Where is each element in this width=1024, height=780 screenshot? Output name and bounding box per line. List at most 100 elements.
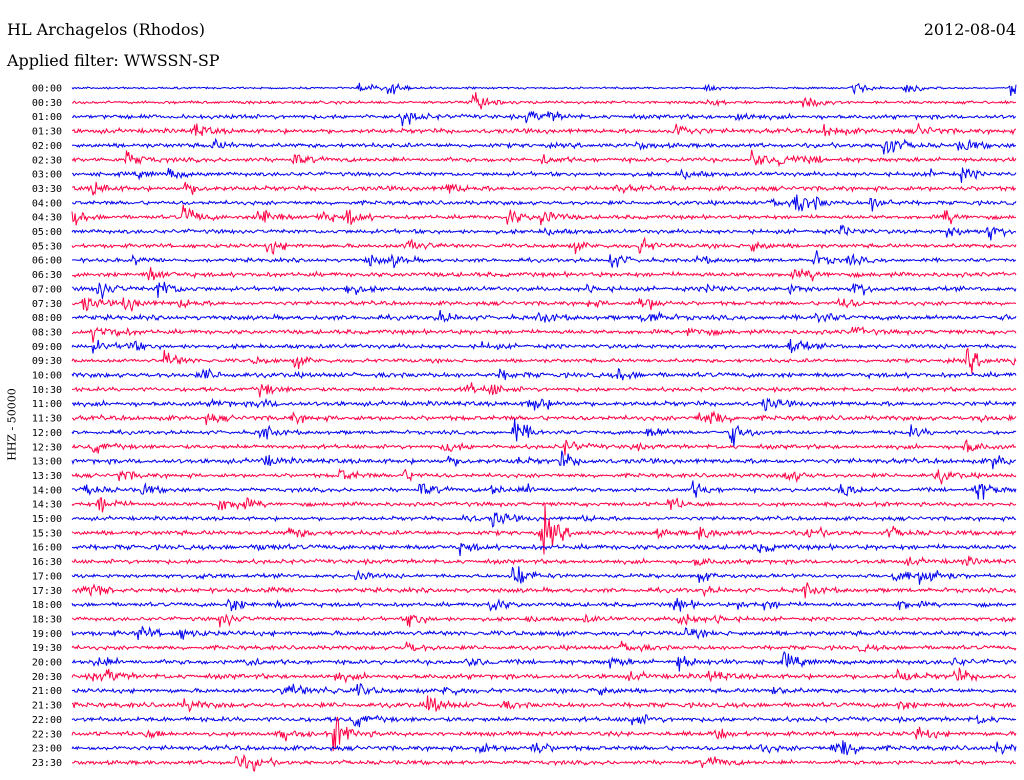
seismic-trace (71, 382, 1017, 398)
row-time-label: 23:30 (32, 758, 62, 769)
row-time-label: 19:30 (32, 643, 62, 654)
seismic-trace (71, 496, 1017, 513)
seismic-trace (71, 123, 1017, 137)
seismic-trace (71, 111, 1017, 127)
seismic-trace (71, 555, 1017, 566)
seismic-trace (71, 346, 1017, 374)
seismic-trace (71, 367, 1017, 381)
row-time-label: 07:00 (32, 284, 62, 295)
row-time-label: 03:00 (32, 170, 62, 181)
seismic-trace (71, 505, 1017, 555)
seismic-trace (71, 613, 1017, 628)
row-time-label: 04:00 (32, 198, 62, 209)
seismic-trace (71, 598, 1017, 612)
row-time-label: 15:30 (32, 528, 62, 539)
seismic-trace (71, 281, 1017, 299)
seismic-trace (71, 467, 1017, 485)
seismic-trace (71, 149, 1017, 168)
row-time-label: 05:30 (32, 241, 62, 252)
seismic-trace (71, 640, 1017, 653)
row-time-label: 01:30 (32, 127, 62, 138)
row-time-label: 02:00 (32, 141, 62, 152)
row-time-label: 18:00 (32, 600, 62, 611)
row-time-label: 11:00 (32, 399, 62, 410)
seismic-trace (71, 267, 1017, 282)
chart-date: 2012-08-04 (923, 20, 1016, 39)
row-time-label: 01:00 (32, 112, 62, 123)
seismic-trace (71, 650, 1017, 672)
row-time-label: 00:00 (32, 84, 62, 95)
seismic-trace (71, 167, 1017, 183)
row-time-label: 15:00 (32, 514, 62, 525)
seismic-trace (71, 438, 1017, 456)
seismic-trace (71, 338, 1017, 354)
row-time-label: 11:30 (32, 414, 62, 425)
row-time-label: 02:30 (32, 155, 62, 166)
seismic-trace (71, 397, 1017, 412)
row-time-label: 12:00 (32, 428, 62, 439)
row-time-label: 00:30 (32, 98, 62, 109)
row-time-label: 21:30 (32, 701, 62, 712)
seismic-trace (71, 740, 1017, 756)
seismic-trace (71, 224, 1017, 241)
seismic-trace (71, 542, 1017, 557)
row-time-label: 20:30 (32, 672, 62, 683)
seismic-trace (71, 82, 1017, 97)
row-time-label: 17:00 (32, 571, 62, 582)
row-time-label: 13:30 (32, 471, 62, 482)
seismic-trace (71, 667, 1017, 684)
row-time-label: 03:30 (32, 184, 62, 195)
seismic-trace (71, 695, 1017, 713)
filter-label: Applied filter: WWSSN-SP (7, 51, 220, 70)
row-time-label: 09:30 (32, 356, 62, 367)
seismic-trace (71, 716, 1017, 752)
row-time-label: 09:00 (32, 342, 62, 353)
row-time-label: 23:00 (32, 744, 62, 755)
seismic-trace (71, 204, 1017, 226)
row-time-label: 22:00 (32, 715, 62, 726)
row-time-label: 10:00 (32, 371, 62, 382)
row-time-label: 19:00 (32, 629, 62, 640)
row-time-label: 08:00 (32, 313, 62, 324)
row-time-label: 12:30 (32, 442, 62, 453)
row-time-label: 17:30 (32, 586, 62, 597)
seismic-trace (71, 325, 1017, 343)
row-time-label: 05:00 (32, 227, 62, 238)
seismic-trace (71, 753, 1017, 772)
seismic-trace (71, 566, 1017, 585)
row-time-label: 13:00 (32, 457, 62, 468)
seismic-trace (71, 450, 1017, 470)
seismic-trace (71, 297, 1017, 312)
seismic-trace (71, 92, 1017, 110)
seismic-trace (71, 194, 1017, 212)
row-time-label: 16:30 (32, 557, 62, 568)
seismic-trace (71, 512, 1017, 528)
row-time-label: 18:30 (32, 614, 62, 625)
row-time-label: 10:30 (32, 385, 62, 396)
row-time-label: 14:00 (32, 485, 62, 496)
row-time-label: 21:00 (32, 686, 62, 697)
row-time-label: 14:30 (32, 500, 62, 511)
row-time-label: 07:30 (32, 299, 62, 310)
row-time-label: 04:30 (32, 213, 62, 224)
row-time-label: 06:00 (32, 256, 62, 267)
seismic-trace (72, 410, 1017, 426)
seismic-trace (71, 236, 1017, 256)
row-time-label: 16:00 (32, 543, 62, 554)
row-time-label: 08:30 (32, 327, 62, 338)
seismic-trace (72, 181, 1017, 196)
seismic-trace (71, 625, 1017, 640)
seismic-trace (71, 310, 1017, 324)
row-time-label: 22:30 (32, 729, 62, 740)
seismic-trace (71, 418, 1017, 447)
row-time-label: 06:30 (32, 270, 62, 281)
seismic-trace (71, 714, 1017, 728)
station-title: HL Archagelos (Rhodos) (7, 20, 205, 39)
row-time-label: 20:00 (32, 658, 62, 669)
seismic-trace (71, 683, 1017, 697)
seismic-trace (71, 250, 1016, 269)
seismic-trace (71, 137, 1017, 155)
seismic-trace (71, 480, 1017, 500)
seismic-trace (71, 582, 1017, 599)
